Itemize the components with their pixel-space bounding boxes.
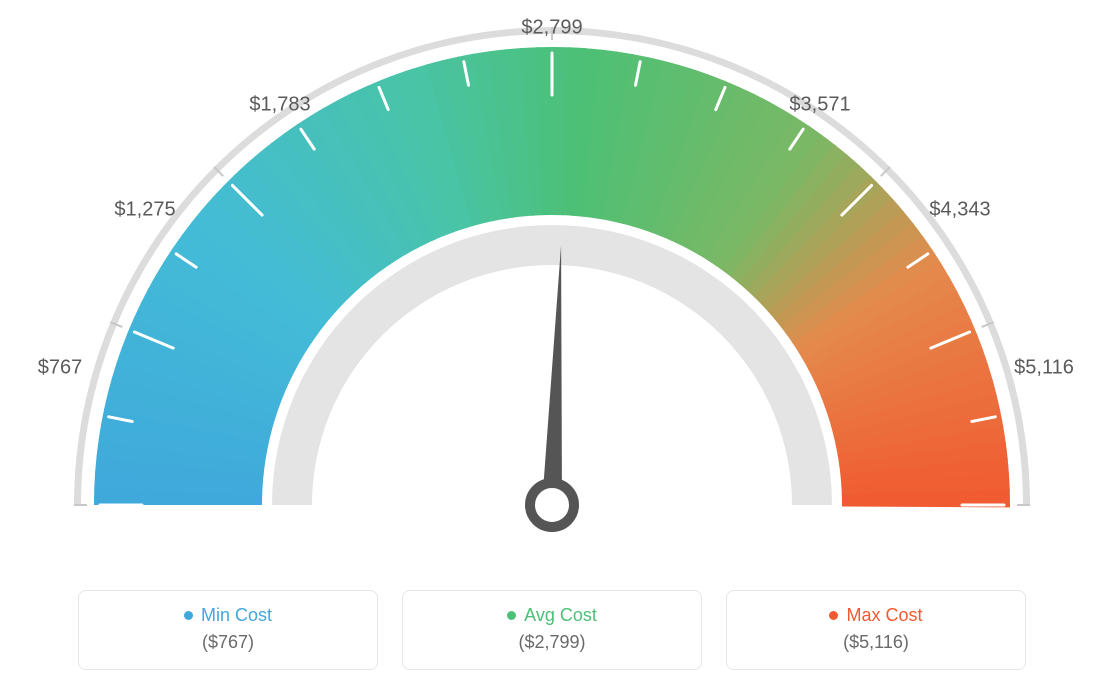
legend-label-max: Max Cost — [846, 605, 922, 626]
gauge-svg — [0, 0, 1104, 560]
cost-gauge-chart: $767 $1,275 $1,783 $2,799 $3,571 $4,343 $5,116 — [0, 0, 1104, 560]
legend-label-avg: Avg Cost — [524, 605, 597, 626]
legend-title-min: Min Cost — [184, 605, 272, 626]
legend-value-avg: ($2,799) — [421, 632, 683, 653]
legend-title-max: Max Cost — [829, 605, 922, 626]
gauge-tick-label: $5,116 — [1014, 357, 1074, 380]
legend-dot-min — [184, 611, 193, 620]
legend-title-avg: Avg Cost — [507, 605, 597, 626]
gauge-tick-label: $1,783 — [249, 94, 310, 117]
legend-dot-max — [829, 611, 838, 620]
legend-card-max: Max Cost ($5,116) — [726, 590, 1026, 670]
gauge-tick-label: $767 — [38, 357, 83, 380]
legend-value-max: ($5,116) — [745, 632, 1007, 653]
gauge-tick-label: $2,799 — [521, 17, 582, 40]
legend-card-min: Min Cost ($767) — [78, 590, 378, 670]
legend-row: Min Cost ($767) Avg Cost ($2,799) Max Co… — [0, 590, 1104, 670]
gauge-tick-label: $1,275 — [114, 199, 175, 222]
gauge-tick-label: $4,343 — [929, 199, 990, 222]
legend-value-min: ($767) — [97, 632, 359, 653]
gauge-tick-label: $3,571 — [789, 94, 850, 117]
legend-label-min: Min Cost — [201, 605, 272, 626]
legend-card-avg: Avg Cost ($2,799) — [402, 590, 702, 670]
legend-dot-avg — [507, 611, 516, 620]
